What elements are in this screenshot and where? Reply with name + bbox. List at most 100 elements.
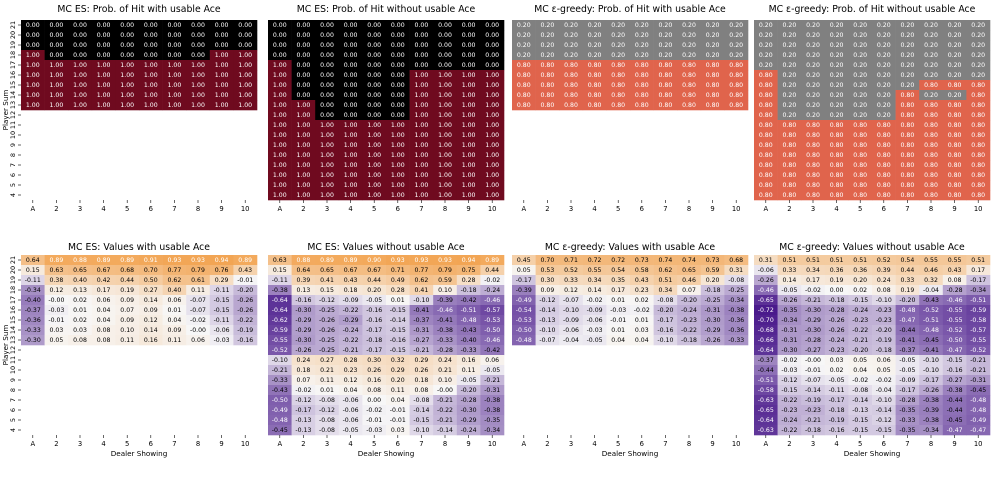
heatmap-cell [338,365,363,376]
cell-value-label: 0.80 [877,182,891,189]
heatmap-cell [268,275,292,286]
heatmap-cell [919,355,944,366]
heatmap-cell [268,30,292,41]
cell-value-label: 0.20 [853,112,867,119]
heatmap-cell [919,80,944,91]
heatmap-cell [653,30,678,41]
heatmap-cell [919,100,944,111]
heatmap-cell [386,160,410,171]
cell-value-label: -0.05 [366,297,382,304]
x-tick-label: 10 [974,440,983,448]
cell-value-label: 1.00 [415,142,429,149]
heatmap-cell [919,170,944,181]
x-tick-label: 7 [419,440,423,448]
cell-value-label: -0.25 [319,347,335,354]
heatmap-cell [409,335,434,346]
x-tick-label: 7 [172,205,176,213]
cell-value-label: -0.02 [852,377,868,384]
heatmap-cell [409,275,434,286]
cell-value-label: 0.20 [517,42,531,49]
heatmap-cell [535,20,560,31]
cell-value-label: 1.00 [238,52,252,59]
heatmap-cell [115,90,140,101]
heatmap-cell [315,405,340,416]
heatmap-cell [44,90,69,101]
heatmap-cell [801,255,826,266]
cell-value-label: -0.57 [484,307,500,314]
heatmap-cell [606,255,631,266]
heatmap-cell [433,255,458,266]
heatmap-cell [268,150,292,161]
x-tick-label: 4 [592,440,596,448]
heatmap-cell [559,100,584,111]
cell-value-label: 0.20 [729,22,743,29]
heatmap-cell [162,60,187,71]
heatmap-cell [338,345,363,356]
cell-value-label: 1.00 [97,92,111,99]
heatmap-cell [512,60,536,71]
heatmap-cell [942,80,967,91]
heatmap-cell [942,345,967,356]
heatmap-cell [801,80,826,91]
heatmap-cell [535,100,560,111]
heatmap-cell [801,110,826,121]
cell-value-label: -0.22 [437,407,453,414]
heatmap-cell [848,345,873,356]
cell-value-label: 1.00 [297,142,311,149]
cell-value-label: 1.00 [215,72,229,79]
heatmap-cell [386,265,410,276]
heatmap-cell [824,110,849,121]
heatmap-cell [512,325,536,336]
heatmap-cell [582,70,607,81]
heatmap-cell [233,255,258,266]
heatmap-cell [824,140,849,151]
heatmap-cell [68,60,93,71]
heatmap-cell [268,140,292,151]
cell-value-label: 0.80 [611,92,625,99]
cell-value-label: 0.80 [971,112,985,119]
heatmap-cell [362,120,387,131]
heatmap-cell [433,110,458,121]
heatmap-cell [872,170,896,181]
cell-value-label: 1.00 [238,92,252,99]
cell-value-label: 0.00 [297,22,311,29]
heatmap-cell [480,120,505,131]
cell-value-label: 0.93 [191,257,205,264]
cell-value-label: -0.17 [899,387,915,394]
cell-value-label: -0.06 [563,327,579,334]
cell-value-label: 0.30 [541,277,555,284]
cell-value-label: 0.31 [759,257,773,264]
heatmap-cell [919,90,944,101]
cell-value-label: 0.80 [682,102,696,109]
cell-value-label: 1.00 [485,82,499,89]
cell-value-label: 1.00 [238,82,252,89]
cell-value-label: -0.21 [970,367,986,374]
heatmap-cell [268,305,292,316]
x-tick-label: A [30,440,35,448]
x-tick-label: 6 [396,205,400,213]
cell-value-label: 0.89 [120,257,134,264]
heatmap-cell [386,295,410,306]
cell-value-label: 0.06 [97,297,111,304]
cell-value-label: -0.19 [237,327,253,334]
heatmap-cell [966,140,991,151]
heatmap-cell [777,365,802,376]
cell-value-label: -0.33 [461,347,477,354]
cell-value-label: 1.00 [50,82,64,89]
heatmap-cell [582,90,607,101]
heatmap-cell [186,325,211,336]
cell-value-label: 0.24 [877,277,891,284]
heatmap-cell [91,40,116,51]
heatmap-cell [409,190,434,201]
heatmap-cell [724,60,749,71]
heatmap-cell [233,60,258,71]
heatmap-cell [291,295,316,306]
heatmap-cell [44,80,69,91]
cell-value-label: -0.38 [484,397,500,404]
cell-value-label: 0.80 [759,72,773,79]
cell-value-label: 1.00 [273,162,287,169]
x-tick-label: 2 [54,440,58,448]
x-axis-label: Dealer Showing [602,449,659,458]
heatmap-cell [233,50,258,61]
cell-value-label: -0.62 [272,317,288,324]
